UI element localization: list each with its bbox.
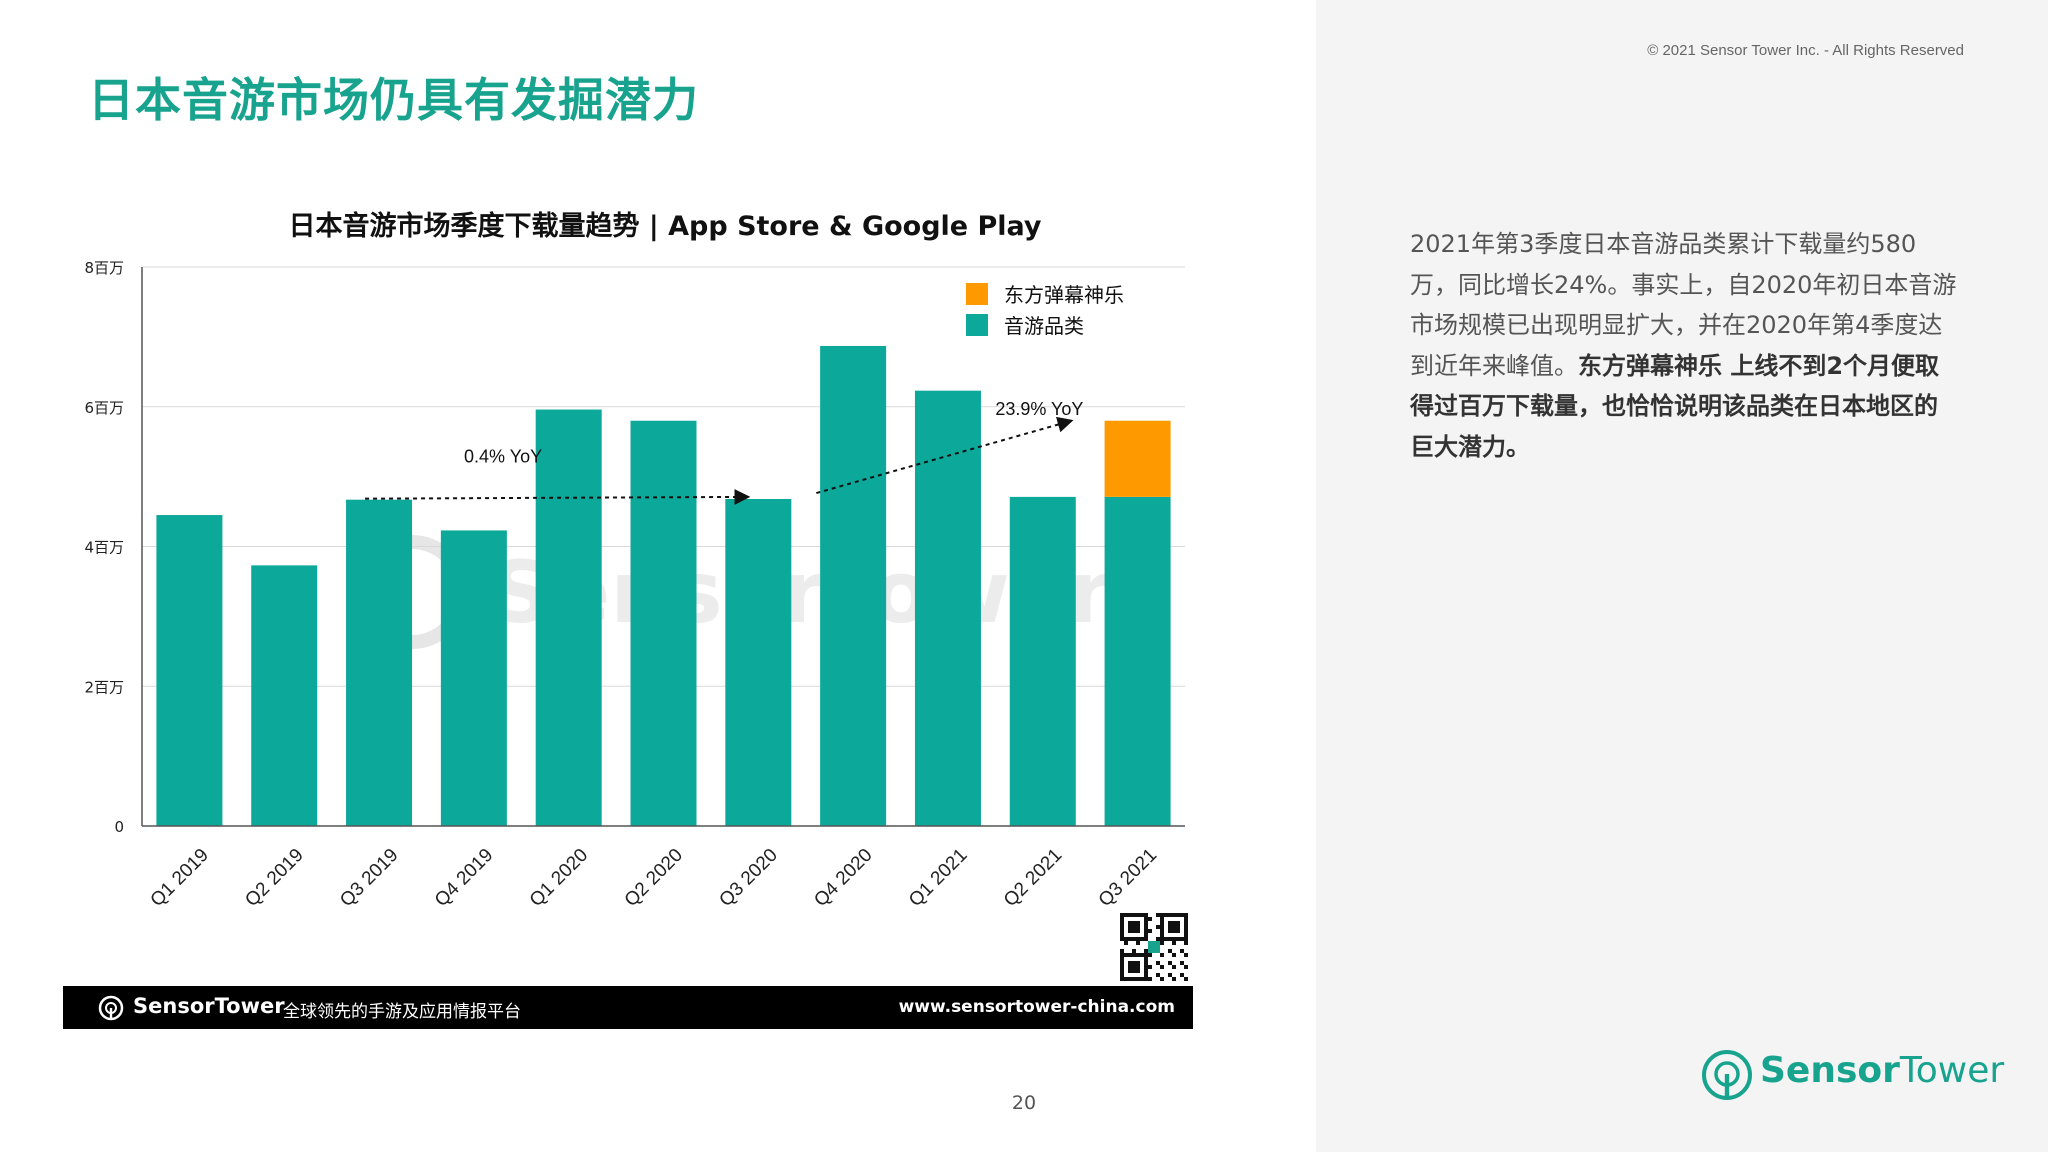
copyright-notice: © 2021 Sensor Tower Inc. - All Rights Re… [1647,42,1964,59]
x-tick-label: Q2 2020 [621,845,687,911]
legend-label: 东方弹幕神乐 [1004,283,1124,307]
sensortower-logo-icon [98,995,124,1021]
bar-rhythm-games [440,530,507,826]
footer-bar: SensorTower 全球领先的手游及应用情报平台 www.sensortow… [63,986,1193,1029]
footer-slogan: 全球领先的手游及应用情报平台 [283,1002,521,1022]
x-tick-label: Q1 2020 [526,845,592,911]
bar-rhythm-games [914,390,981,826]
x-tick-label: Q2 2019 [241,845,307,911]
y-tick-label: 6百万 [84,399,124,417]
brand-wordmark: SensorTower [1760,1050,2004,1091]
y-tick-label: 8百万 [84,259,124,277]
brand-name-bold: Sensor [1760,1050,1900,1091]
page-title: 日本音游市场仍具有发掘潜力 [88,73,699,127]
sensortower-logo-icon [1702,1050,1752,1100]
insight-paragraph: 2021年第3季度日本音游品类累计下载量约580万，同比增长24%。事实上，自2… [1410,224,1960,467]
yoy-annotation-label: 23.9% YoY [995,399,1083,419]
x-tick-label: Q3 2021 [1095,845,1161,911]
bar-rhythm-games [535,409,602,826]
chart-title: 日本音游市场季度下载量趋势 | App Store & Google Play [288,211,1042,242]
x-tick-label: Q2 2021 [1000,845,1066,911]
footer-brand: SensorTower [133,994,285,1018]
legend-label: 音游品类 [1004,314,1084,338]
x-tick-label: Q4 2019 [431,845,497,911]
page-number: 20 [1011,1092,1037,1114]
x-tick-label: Q1 2021 [905,845,971,911]
bar-rhythm-games [346,499,413,826]
footer-url-link[interactable]: www.sensortower-china.com [898,997,1175,1017]
bar-rhythm-games [251,565,318,826]
bar-rhythm-games [156,515,223,826]
bar-rhythm-games [630,420,697,826]
y-tick-label: 4百万 [84,539,124,557]
y-tick-label: 0 [114,818,124,836]
insight-text-regular: 2021年第3季度日本音游品类累计下载量约580万，同比增长24%。事实上，自2… [1410,230,1957,380]
yoy-annotation-label: 0.4% YoY [464,447,542,467]
x-tick-label: Q3 2020 [715,845,781,911]
x-tick-label: Q4 2020 [810,845,876,911]
x-tick-label: Q3 2019 [336,845,402,911]
insight-text-bold: 东方弹幕神乐 上线不到2个月便取得过百万下载量，也恰恰说明该品类在日本地区的巨大… [1410,351,1940,461]
legend-swatch [966,314,988,336]
sidebar-panel [1316,0,2048,1152]
y-tick-label: 2百万 [84,678,124,696]
bar-touhou [1104,420,1171,497]
bar-rhythm-games [1104,496,1171,826]
brand-name-light: Tower [1899,1050,2005,1091]
x-tick-label: Q1 2019 [147,845,213,911]
bar-rhythm-games [820,345,887,826]
qr-code-icon [1120,913,1188,981]
bar-rhythm-games [725,498,792,826]
bar-rhythm-games [1009,496,1076,826]
legend-swatch [966,283,988,305]
